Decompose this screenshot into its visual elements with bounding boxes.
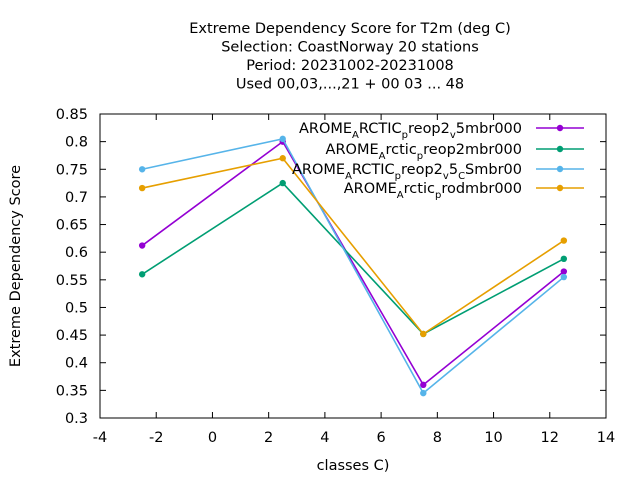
data-point: [420, 389, 427, 397]
legend-label-part: AROME: [299, 121, 352, 137]
legend-label: AROMEArcticpreop2mbr000: [326, 142, 522, 162]
data-point: [138, 271, 146, 278]
series-line: [142, 157, 565, 336]
y-tick-label: 0.7: [65, 190, 88, 206]
legend-label-part: p: [395, 171, 401, 182]
legend-label: AROMEArcticprodmbr000: [344, 181, 522, 201]
y-tick-label: 0.8: [65, 135, 88, 151]
legend-label-part: reop2: [408, 121, 450, 137]
data-point: [279, 179, 286, 187]
y-tick-label: 0.65: [56, 218, 88, 234]
series-lines: [138, 135, 568, 397]
data-point: [420, 381, 427, 389]
chart-title: Extreme Dependency Score for T2m (deg C)…: [189, 21, 511, 93]
legend-label-part: Smbr00: [465, 162, 522, 178]
legend-label-part: 5: [449, 162, 458, 178]
legend-label-part: rodmbr000: [441, 181, 522, 197]
legend-label-part: reop2mbr000: [423, 142, 522, 158]
data-point: [138, 242, 146, 249]
legend-label-part: rctic: [404, 181, 435, 197]
legend-label-part: reop2: [401, 162, 443, 178]
legend-label-part: A: [397, 190, 404, 201]
legend-label-part: v: [443, 171, 449, 182]
title-line: Period: 20231002-20231008: [246, 58, 454, 74]
y-tick-label: 0.85: [56, 107, 88, 123]
legend-label-part: RCTIC: [352, 162, 395, 178]
plot-frame: [99, 113, 607, 419]
x-tick-label: 12: [541, 430, 559, 446]
x-axis-label: classes C): [317, 458, 390, 474]
title-line: Used 00,03,...,21 + 00 03 ... 48: [236, 77, 464, 93]
x-tick-label: 6: [376, 430, 385, 446]
x-tick-label: 8: [433, 430, 442, 446]
x-tick-label: 10: [484, 430, 502, 446]
y-tick-label: 0.4: [65, 356, 88, 372]
data-point: [560, 237, 568, 244]
data-point: [138, 166, 146, 173]
legend-label-part: rctic: [385, 142, 416, 158]
series-2: [138, 135, 568, 397]
x-tick-label: -2: [149, 430, 163, 446]
legend-item: AROMEArcticpreop2mbr000: [326, 142, 584, 162]
title-line: Selection: CoastNorway 20 stations: [221, 40, 479, 56]
series-0: [138, 138, 568, 389]
title-line: Extreme Dependency Score for T2m (deg C): [189, 21, 511, 37]
legend-label-part: p: [402, 130, 408, 141]
data-point: [560, 268, 568, 275]
y-tick-label: 0.5: [65, 300, 88, 316]
legend-label-part: AROME: [344, 181, 397, 197]
legend-label-part: A: [379, 151, 386, 162]
y-tick-label: 0.75: [56, 162, 88, 178]
data-point: [560, 273, 568, 281]
data-point: [560, 255, 568, 263]
legend-label-part: p: [417, 151, 423, 162]
x-tick-label: -4: [93, 430, 107, 446]
legend-label-part: C: [458, 171, 465, 182]
legend-marker: [556, 165, 564, 173]
legend-label-part: 5mbr000: [456, 121, 522, 137]
data-point: [138, 184, 146, 192]
y-tick-label: 0.6: [65, 245, 88, 261]
axis-ticks: -4 -2 0 2 4 6 8 10 12 14 0.3 0.35 0.4 0.45 0.5 0.55 0.6 0…: [56, 107, 616, 446]
legend-label-part: RCTIC: [359, 121, 402, 137]
legend-marker: [556, 184, 564, 192]
legend: AROMEARCTICpreop2v5mbr000AROMEArcticpreo…: [292, 121, 584, 201]
data-point: [420, 330, 427, 338]
series-line: [141, 140, 565, 387]
y-tick-label: 0.35: [56, 383, 88, 399]
legend-label-part: AROME: [292, 162, 345, 178]
x-tick-label: 4: [320, 430, 329, 446]
legend-label-part: AROME: [326, 142, 379, 158]
series-line: [141, 182, 565, 335]
data-point: [279, 135, 286, 143]
y-tick-label: 0.3: [65, 411, 88, 427]
legend-item: AROMEARCTICpreop2v5CSmbr00: [292, 162, 584, 182]
x-tick-label: 2: [264, 430, 273, 446]
series-1: [138, 179, 568, 338]
legend-label-part: A: [345, 171, 352, 182]
y-axis-label: Extreme Dependency Score: [8, 165, 24, 367]
legend-item: AROMEArcticprodmbr000: [344, 181, 584, 201]
legend-label: AROMEARCTICpreop2v5mbr000: [299, 121, 522, 141]
y-tick-label: 0.55: [56, 273, 88, 289]
series-line: [141, 137, 565, 395]
series-3: [138, 155, 568, 338]
legend-marker: [556, 145, 564, 153]
data-point: [279, 155, 286, 162]
legend-label: AROMEARCTICpreop2v5CSmbr00: [292, 162, 522, 182]
legend-marker: [556, 124, 564, 132]
x-tick-label: 0: [208, 430, 217, 446]
legend-label-part: v: [450, 130, 456, 141]
legend-label-part: p: [435, 190, 441, 201]
y-tick-label: 0.45: [56, 328, 88, 344]
x-tick-label: 14: [597, 430, 615, 446]
legend-label-part: A: [352, 130, 359, 141]
legend-item: AROMEARCTICpreop2v5mbr000: [299, 121, 584, 141]
